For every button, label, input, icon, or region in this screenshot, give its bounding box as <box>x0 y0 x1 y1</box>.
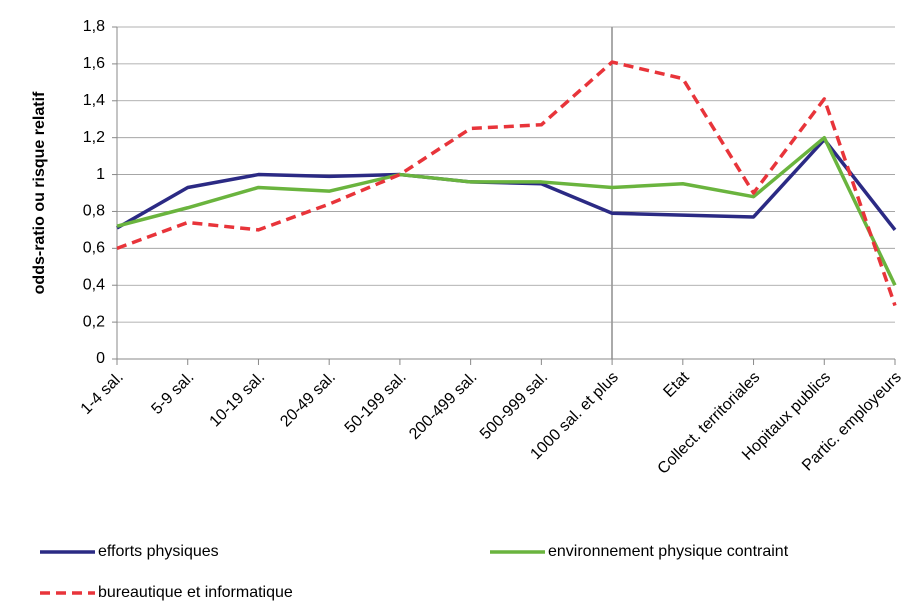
legend-label: bureautique et informatique <box>98 584 293 601</box>
y-tick-label: 1,6 <box>83 55 105 72</box>
y-tick-label: 1,8 <box>83 18 105 35</box>
y-tick-label: 0,6 <box>83 240 105 257</box>
x-tick-label: 500-999 sal. <box>477 369 551 443</box>
y-tick-label: 0,4 <box>83 276 105 293</box>
legend-label: efforts physiques <box>98 543 219 560</box>
x-tick-label: 10-19 sal. <box>207 369 269 431</box>
legend-label: environnement physique contraint <box>548 543 789 560</box>
y-tick-label: 1,2 <box>83 129 105 146</box>
x-tick-label: 200-499 sal. <box>406 369 480 443</box>
x-tick-label: 20-49 sal. <box>277 369 339 431</box>
x-tick-label: 5-9 sal. <box>148 369 197 418</box>
series-line <box>116 60 897 307</box>
y-axis-title: odds-ratio ou risque relatif <box>31 91 48 294</box>
y-tick-label: 0,2 <box>83 313 105 330</box>
series-line <box>116 135 897 286</box>
x-tick-label: 1-4 sal. <box>78 369 127 418</box>
x-tick-label: 50-199 sal. <box>342 369 410 437</box>
y-tick-label: 0 <box>96 350 105 367</box>
series-line <box>116 137 897 231</box>
y-tick-label: 0,8 <box>83 203 105 220</box>
y-tick-label: 1,4 <box>83 92 105 109</box>
x-tick-label: Etat <box>660 368 693 401</box>
y-tick-label: 1 <box>96 166 105 183</box>
